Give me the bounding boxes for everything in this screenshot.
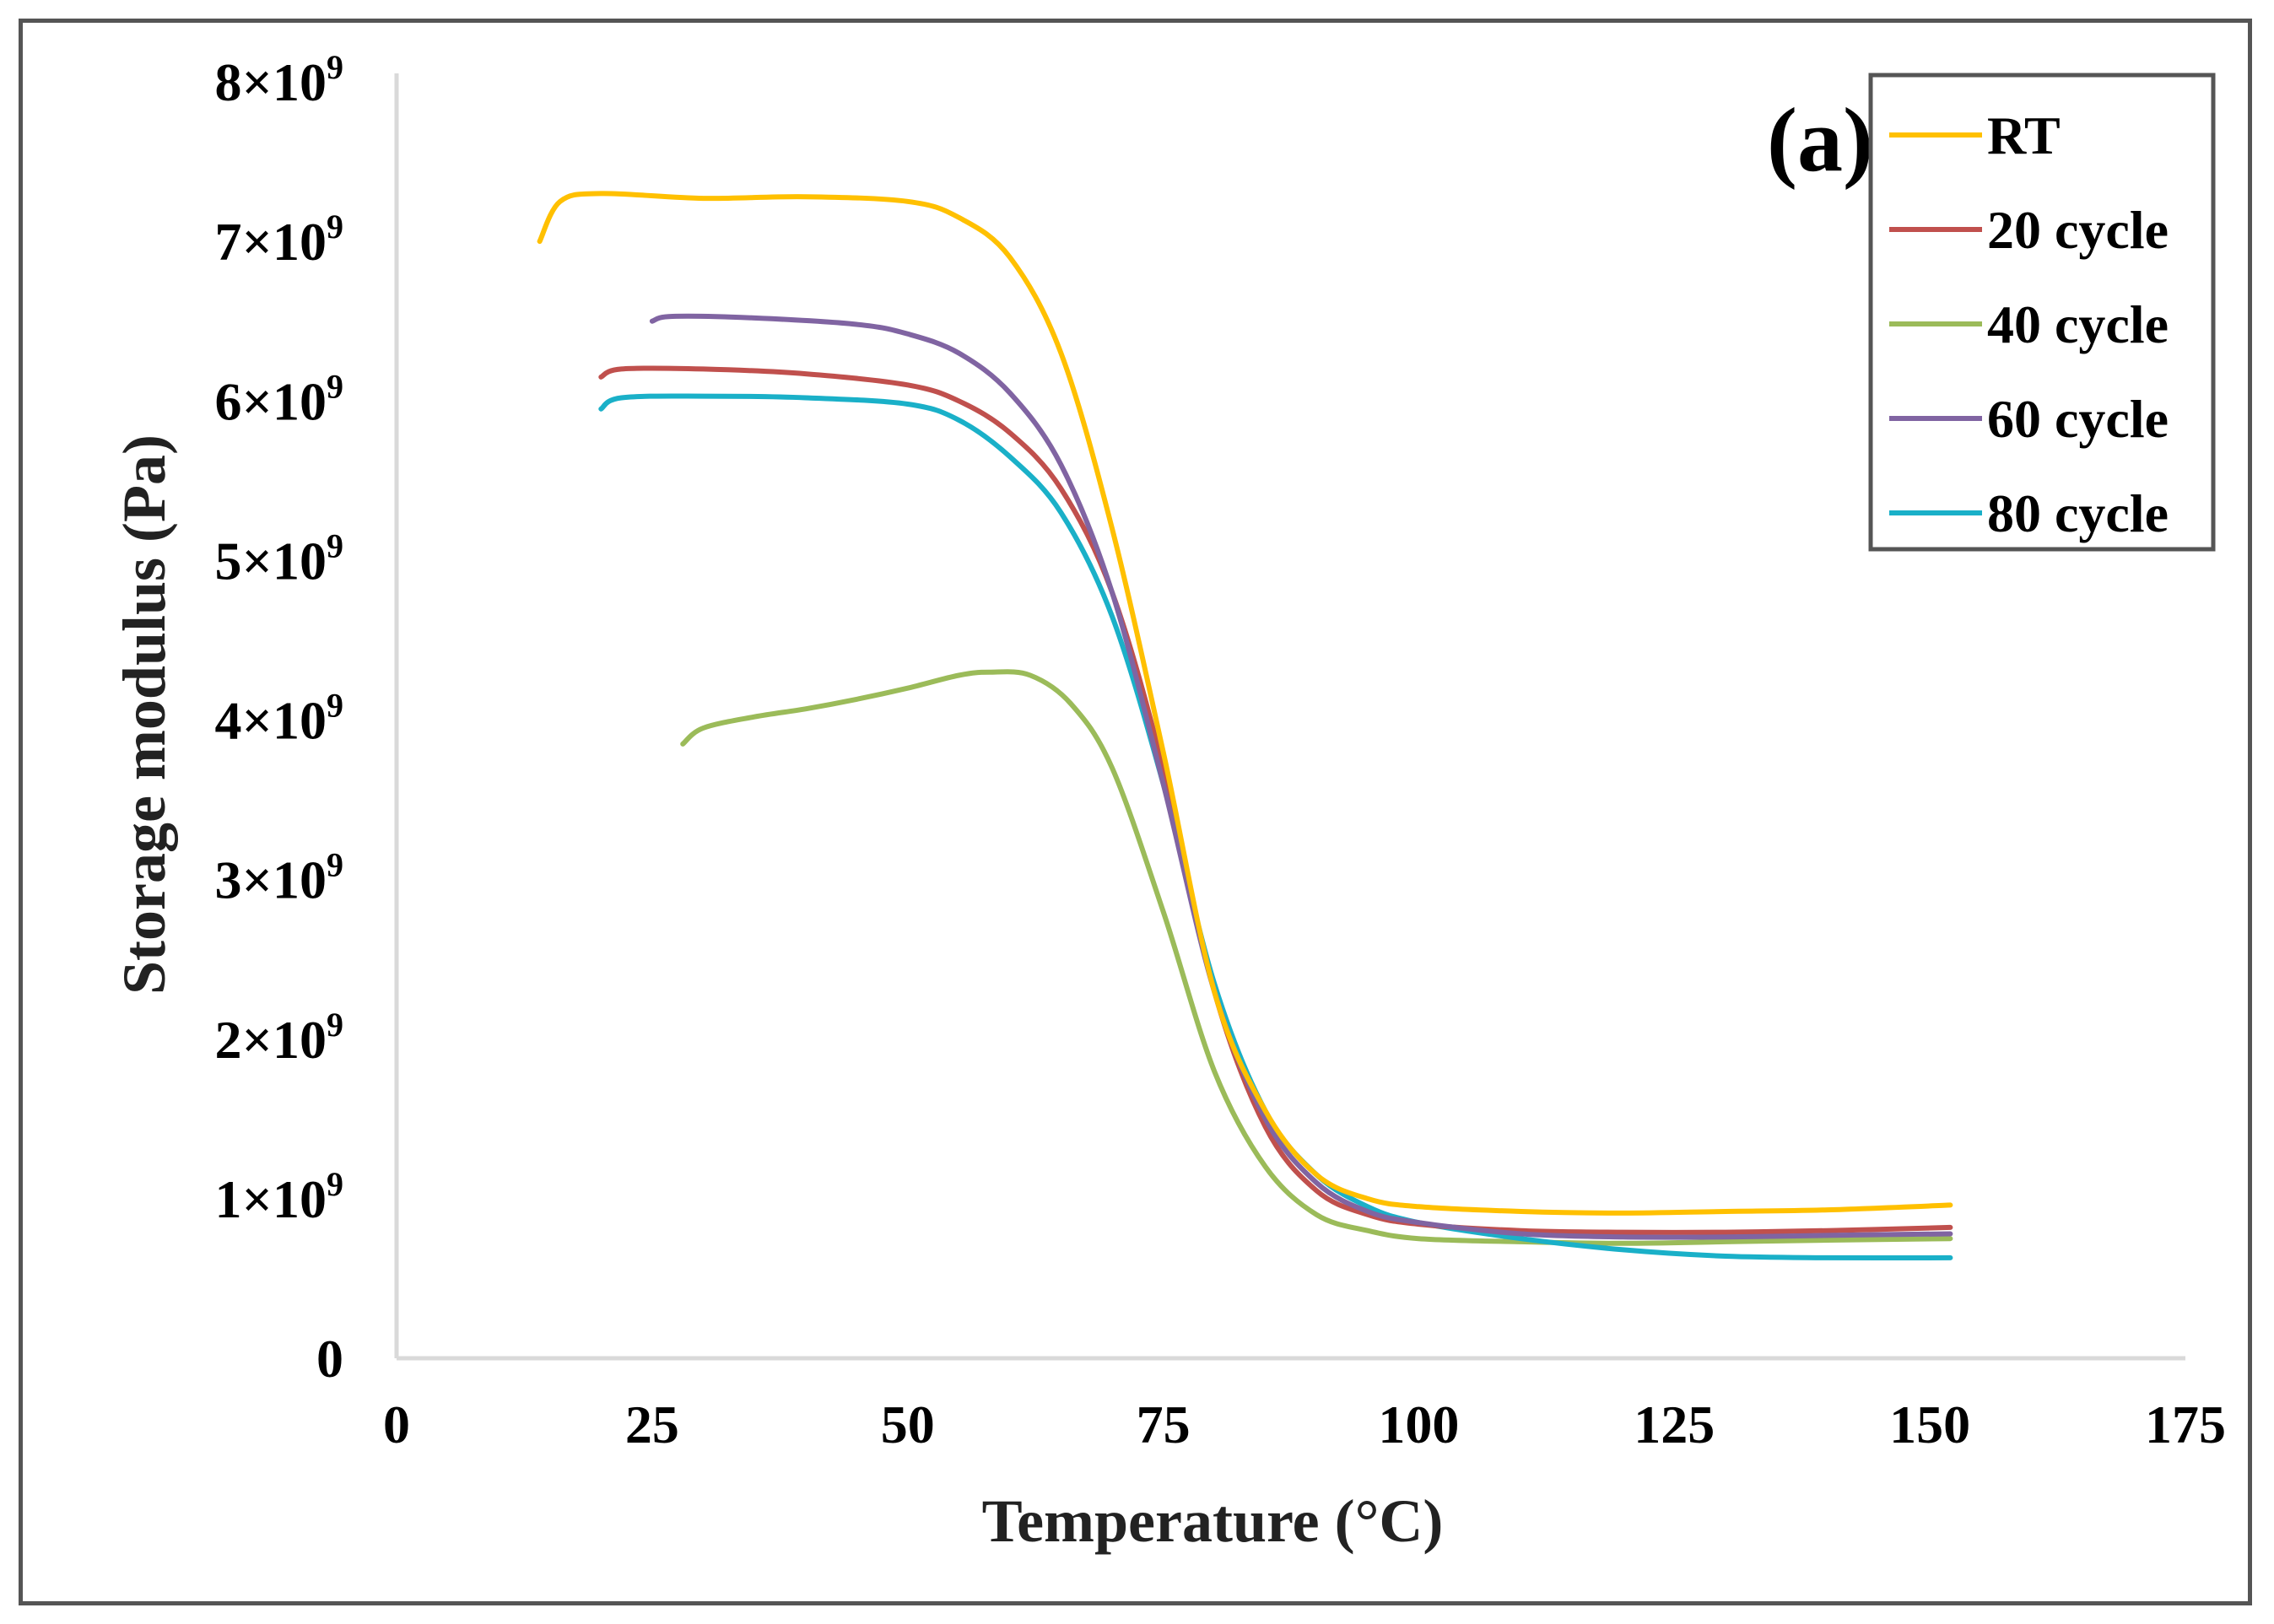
y-tick-label: 1×109: [215, 1165, 343, 1229]
x-tick-label: 50: [881, 1395, 935, 1454]
y-tick-label: 6×109: [215, 367, 343, 431]
y-tick-label: 5×109: [215, 526, 343, 591]
legend-label: 20 cycle: [1987, 200, 2169, 260]
x-tick-label: 0: [383, 1395, 410, 1454]
legend-label: RT: [1987, 105, 2061, 165]
y-tick-label: 2×109: [215, 1006, 343, 1070]
y-tick-label: 4×109: [215, 687, 343, 751]
legend-label: 60 cycle: [1987, 389, 2169, 449]
y-tick-label: 8×109: [215, 48, 343, 112]
x-tick-label: 150: [1889, 1395, 1970, 1454]
panel-label: (a): [1767, 90, 1873, 191]
chart-svg: 0 25 50 75 100 125 150 175 0 1×109 2×109 3×109 4×10…: [111, 48, 2226, 1555]
legend-items: RT 20 cycle 40 cycle 60 cycle 80 cycle: [1889, 105, 2169, 543]
x-axis-title: Temperature (°C): [982, 1487, 1444, 1555]
y-tick-label: 0: [316, 1329, 343, 1389]
figure-frame: 0 25 50 75 100 125 150 175 0 1×109 2×109 3×109 4×10…: [19, 19, 2252, 1605]
y-tick-labels: 0 1×109 2×109 3×109 4×109 5×109 6×109 7×109 8×10…: [215, 48, 343, 1389]
legend-label: 40 cycle: [1987, 294, 2169, 354]
legend: RT 20 cycle 40 cycle 60 cycle 80 cycle: [1868, 73, 2216, 552]
plot-axes: [394, 73, 2185, 1361]
x-tick-label: 25: [625, 1395, 679, 1454]
y-axis-title: Storage modulus (Pa): [111, 434, 178, 995]
x-tick-label: 125: [1634, 1395, 1715, 1454]
y-tick-label: 3×109: [215, 846, 343, 910]
legend-label: 80 cycle: [1987, 483, 2169, 543]
series-line-rt: [537, 191, 1953, 1216]
x-tick-label: 100: [1378, 1395, 1459, 1454]
series-line-60-cycle: [649, 313, 1953, 1240]
x-tick-label: 175: [2145, 1395, 2226, 1454]
x-tick-label: 75: [1137, 1395, 1191, 1454]
y-tick-label: 7×109: [215, 208, 343, 272]
legend-box: [1868, 73, 2216, 552]
x-tick-labels: 0 25 50 75 100 125 150 175: [383, 1395, 2226, 1454]
series-layer: [537, 191, 1953, 1261]
series-line-20-cycle: [598, 365, 1953, 1235]
series-line-40-cycle: [680, 669, 1953, 1246]
